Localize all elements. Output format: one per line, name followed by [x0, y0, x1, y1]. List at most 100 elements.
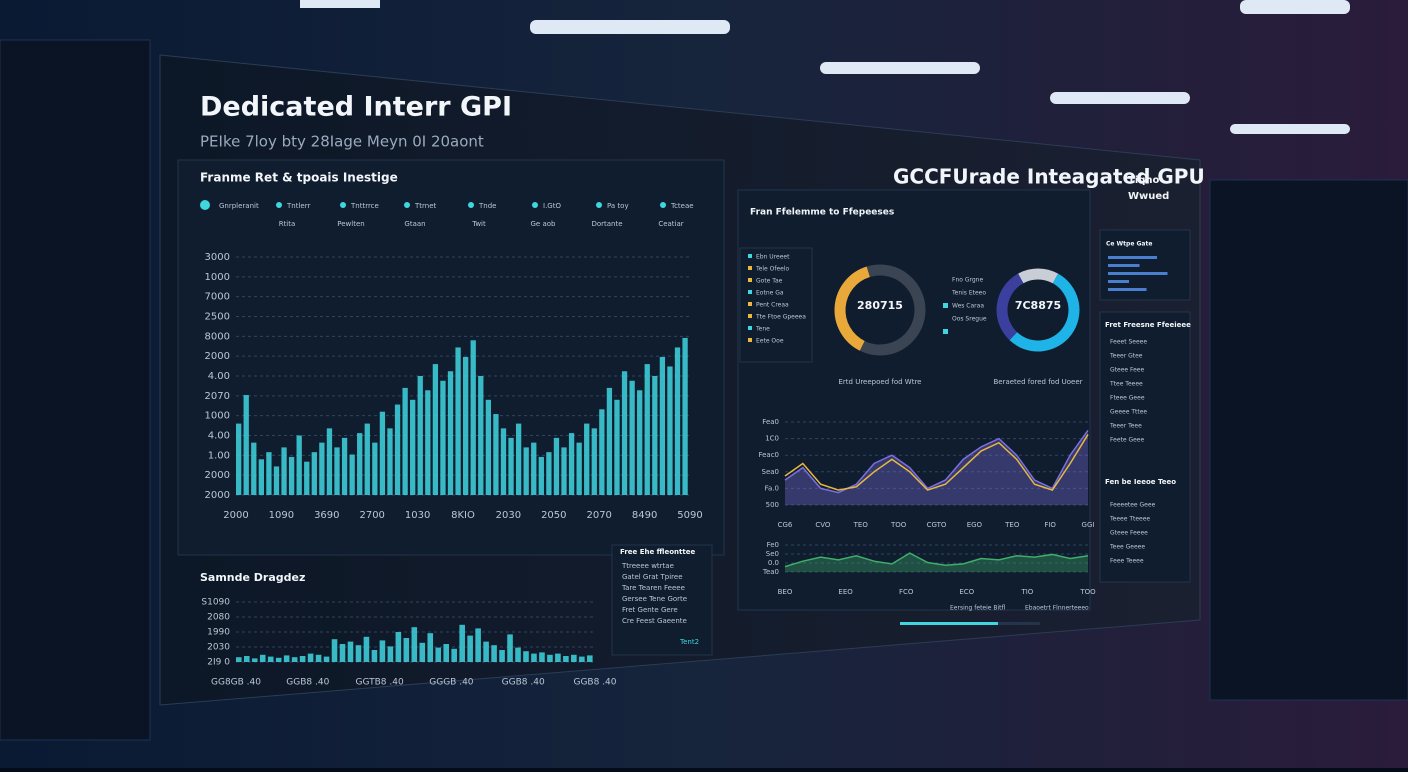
bar [387, 646, 394, 662]
bar [236, 423, 242, 495]
bar [410, 399, 416, 495]
bar [258, 459, 264, 495]
x-tick-label: EGO [967, 521, 983, 529]
bar [299, 656, 306, 662]
box-footer: Tent2 [679, 638, 699, 646]
y-tick-label: 4.00 [208, 431, 230, 442]
y-tick-label: Fa.0 [765, 484, 779, 492]
bar [493, 414, 499, 495]
legend-dot [468, 202, 474, 208]
list-icon [748, 278, 752, 282]
bar [291, 657, 298, 662]
side-item: Ttee Teeee [1109, 381, 1143, 388]
x-tick-label: 5090 [677, 510, 702, 521]
bar [599, 409, 605, 495]
y-tick-label: 2000 [205, 351, 230, 362]
x-tick-label: TOO [890, 521, 907, 529]
side-item: Feete Geee [1110, 437, 1144, 444]
x-tick-label: GGI [1082, 521, 1095, 529]
legend-sub: Gtaan [404, 220, 425, 228]
bar [667, 366, 673, 495]
y-tick-label: 0.0 [768, 559, 779, 567]
y-tick-label: 1000 [205, 272, 230, 283]
bar [275, 657, 282, 662]
y-tick-label: 2I9 0 [207, 658, 230, 668]
bar [508, 437, 514, 495]
bar [475, 628, 481, 662]
x-tick-label: 2070 [586, 510, 611, 521]
side-title: Fret Freesne Ffeeieee [1105, 321, 1191, 329]
bar [483, 641, 489, 662]
line [784, 429, 1089, 494]
right-title: GCCFUrade Inteagated GPU [893, 165, 1205, 189]
bar [311, 452, 317, 495]
x-tick-label: GGB8 .40 [502, 678, 545, 688]
x-tick-label: TOO [1079, 588, 1096, 596]
bar [304, 461, 310, 495]
x-tick-label: ECO [959, 588, 974, 596]
bar [644, 364, 650, 495]
side-item: Geeee Tttee [1110, 409, 1147, 416]
bar [571, 654, 577, 662]
side-item: Gteee Feee [1110, 367, 1144, 374]
y-tick-label: 2030 [207, 643, 230, 653]
side-title: Fen be Ieeoe Teeo [1105, 478, 1176, 486]
bar [347, 641, 354, 662]
bar [547, 654, 553, 662]
list-icon [748, 254, 752, 258]
bar [251, 442, 257, 495]
ceiling-lights [300, 0, 1350, 134]
bar [236, 657, 242, 662]
list-item: Tele Ofeelo [755, 266, 789, 273]
bar [331, 639, 338, 662]
bar [427, 633, 434, 662]
bar [363, 636, 370, 662]
bar [435, 647, 442, 662]
x-tick-label: CGTO [927, 521, 947, 529]
bar [579, 656, 585, 662]
x-tick-label: FIO [1044, 521, 1056, 529]
x-tick-label: GGGB .40 [429, 678, 474, 688]
y-tick-label: 2000 [205, 470, 230, 481]
bar [323, 656, 330, 662]
bar [539, 652, 545, 662]
progress-bar [900, 622, 998, 625]
bar [443, 644, 450, 662]
chart-title: Samnde Dragdez [200, 571, 305, 584]
bar [485, 399, 491, 495]
bar [402, 387, 408, 495]
y-tick-label: Feac0 [758, 451, 779, 459]
box-line: Cre Feest Gaeente [622, 617, 687, 625]
bar [470, 340, 476, 495]
bar [659, 356, 666, 495]
box-title: Free Ehe ffleonttee [620, 548, 695, 556]
chart-title: Franme Ret & tpoais Inestige [200, 171, 398, 185]
bar [372, 442, 378, 495]
legend-dot [660, 202, 666, 208]
y-tick-label: 4.00 [208, 371, 230, 382]
subtitle: PEIke 7loy bty 28Iage Meyn 0I 20aont [200, 133, 484, 151]
x-tick-label: 2030 [496, 510, 521, 521]
bar [463, 356, 469, 495]
side-item: Feeet Seeee [1110, 339, 1147, 346]
bar [553, 437, 560, 495]
side-item: Feeeetee Geee [1110, 502, 1156, 509]
legend-dot [276, 202, 282, 208]
side-item: Teeer Teee [1109, 423, 1142, 430]
mini-bar [1108, 280, 1129, 283]
bar [561, 447, 567, 495]
bar [341, 437, 348, 495]
donut-segment [996, 273, 1024, 341]
bar [491, 645, 497, 662]
donut-caption: Beraeted fored fod Uoeer [993, 378, 1082, 386]
x-tick-label: EEO [838, 588, 853, 596]
list-icon [748, 314, 752, 318]
bar [243, 656, 250, 662]
panel-title: Fran Ffelemme to Ffepeeses [750, 208, 894, 218]
y-tick-label: Se0 [766, 550, 779, 558]
x-tick-label: GGTB8 .40 [355, 678, 403, 688]
legend-label: Tnde [478, 202, 496, 210]
bar [387, 428, 393, 495]
mini-bar [1108, 256, 1157, 259]
